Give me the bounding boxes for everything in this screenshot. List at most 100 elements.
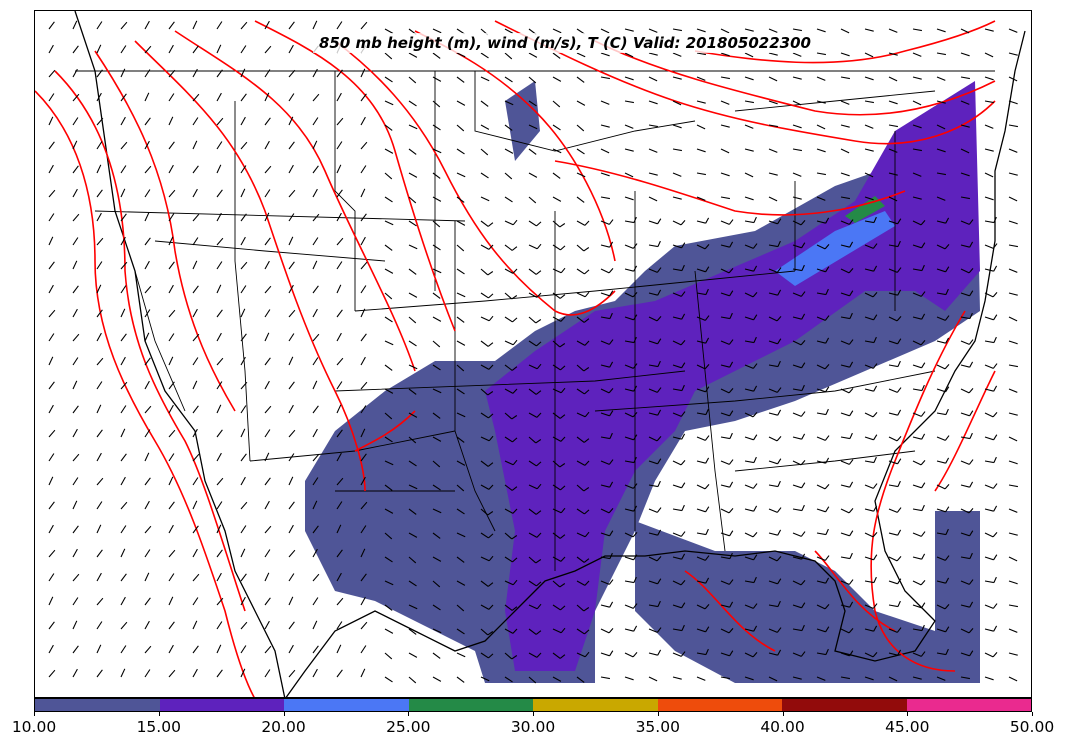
map-svg <box>35 11 1026 697</box>
wind-barb <box>240 333 247 342</box>
wind-barb-flag <box>849 650 854 657</box>
wind-barb-flag <box>993 456 997 463</box>
wind-barb <box>312 93 320 102</box>
wind-barb-flag <box>681 362 686 369</box>
wind-barb-flag <box>993 505 998 512</box>
wind-barb-flag <box>825 626 830 633</box>
wind-barb <box>240 548 246 558</box>
wind-barb <box>720 364 730 368</box>
wind-barb <box>192 20 198 30</box>
wind-barb-flag <box>825 528 829 535</box>
wind-barb <box>936 532 946 536</box>
wind-barb-flag <box>680 531 686 537</box>
wind-barb <box>816 484 826 490</box>
wind-barb <box>1008 52 1018 56</box>
wind-barb-flag <box>657 600 661 607</box>
wind-barb-flag <box>944 604 950 610</box>
wind-barb <box>888 508 898 513</box>
wind-barb <box>312 333 320 342</box>
wind-barb-flag <box>632 652 638 658</box>
wind-barb-flag <box>704 364 710 370</box>
wind-barb <box>408 268 417 275</box>
wind-barb <box>96 501 103 510</box>
wind-barb <box>576 364 585 372</box>
wind-barb-flag <box>825 337 830 344</box>
wind-barb <box>576 172 586 178</box>
wind-barb <box>648 52 658 56</box>
wind-barb <box>984 244 994 249</box>
wind-barb-flag <box>992 603 998 609</box>
wind-barb-flag <box>944 435 950 441</box>
wind-barb-flag <box>993 554 998 561</box>
wind-barb <box>744 364 754 369</box>
wind-barb <box>480 580 489 587</box>
wind-barb-flag <box>824 435 830 441</box>
wind-barb <box>432 28 442 34</box>
wind-barb-flag <box>728 459 734 465</box>
wind-barb <box>744 292 754 298</box>
wind-barb-flag <box>921 313 926 320</box>
wind-barb <box>312 453 320 462</box>
wind-barb <box>240 21 248 30</box>
wind-barb-flag <box>681 602 686 609</box>
wind-barb <box>936 388 946 393</box>
wind-barb-flag <box>681 242 686 249</box>
wind-barb <box>888 292 898 296</box>
wind-barb <box>648 316 658 322</box>
wind-barb <box>216 141 223 150</box>
wind-barb <box>288 164 294 174</box>
wind-barb <box>120 68 126 78</box>
wind-barb-flag <box>753 456 757 463</box>
wind-barb <box>552 652 561 659</box>
wind-barb <box>336 332 342 342</box>
wind-barb <box>528 628 537 635</box>
wind-barb <box>624 28 634 32</box>
wind-barb-flag <box>681 624 685 631</box>
wind-barb-flag <box>705 217 710 224</box>
wind-barb-flag <box>487 462 494 467</box>
wind-barb-flag <box>968 579 974 585</box>
wind-barb <box>336 69 343 78</box>
wind-barb <box>912 292 922 297</box>
wind-barb-flag <box>752 292 758 298</box>
wind-barb <box>648 100 658 105</box>
wind-barb <box>528 148 537 155</box>
wind-barb <box>216 237 224 246</box>
wind-barb-flag <box>560 485 566 491</box>
wind-barb-flag <box>584 509 590 515</box>
wind-barb <box>216 452 222 462</box>
wind-barb <box>816 340 826 344</box>
wind-barb-flag <box>921 602 926 609</box>
wind-barb <box>168 261 175 270</box>
wind-barb-flag <box>729 432 733 439</box>
wind-barb <box>120 285 127 294</box>
wind-barb-flag <box>825 457 830 464</box>
wind-barb <box>600 244 610 248</box>
wind-barb <box>888 412 898 416</box>
wind-barb-flag <box>752 363 758 369</box>
wind-barb <box>168 189 176 198</box>
wind-barb <box>840 148 850 154</box>
wind-barb <box>600 124 610 128</box>
wind-barb <box>384 628 394 634</box>
wind-barb <box>120 165 127 174</box>
wind-barb <box>96 524 102 534</box>
wind-barb <box>144 405 152 414</box>
wind-barb <box>48 164 54 174</box>
wind-barb-flag <box>896 556 902 562</box>
wind-barb-flag <box>608 388 614 394</box>
wind-barb <box>648 292 658 296</box>
wind-barb <box>240 141 248 150</box>
wind-barb <box>480 220 489 227</box>
wind-barb-flag <box>729 241 734 248</box>
wind-barb <box>312 477 319 486</box>
wind-barb-flag <box>656 507 662 513</box>
wind-barb <box>672 676 682 680</box>
colorbar-tick-label: 20.00 <box>261 718 306 736</box>
wind-barb <box>528 388 537 395</box>
wind-barb <box>1008 124 1018 128</box>
wind-barb <box>864 28 874 32</box>
wind-barb <box>360 93 367 102</box>
wind-barb-flag <box>897 289 902 296</box>
wind-barb <box>720 268 730 274</box>
